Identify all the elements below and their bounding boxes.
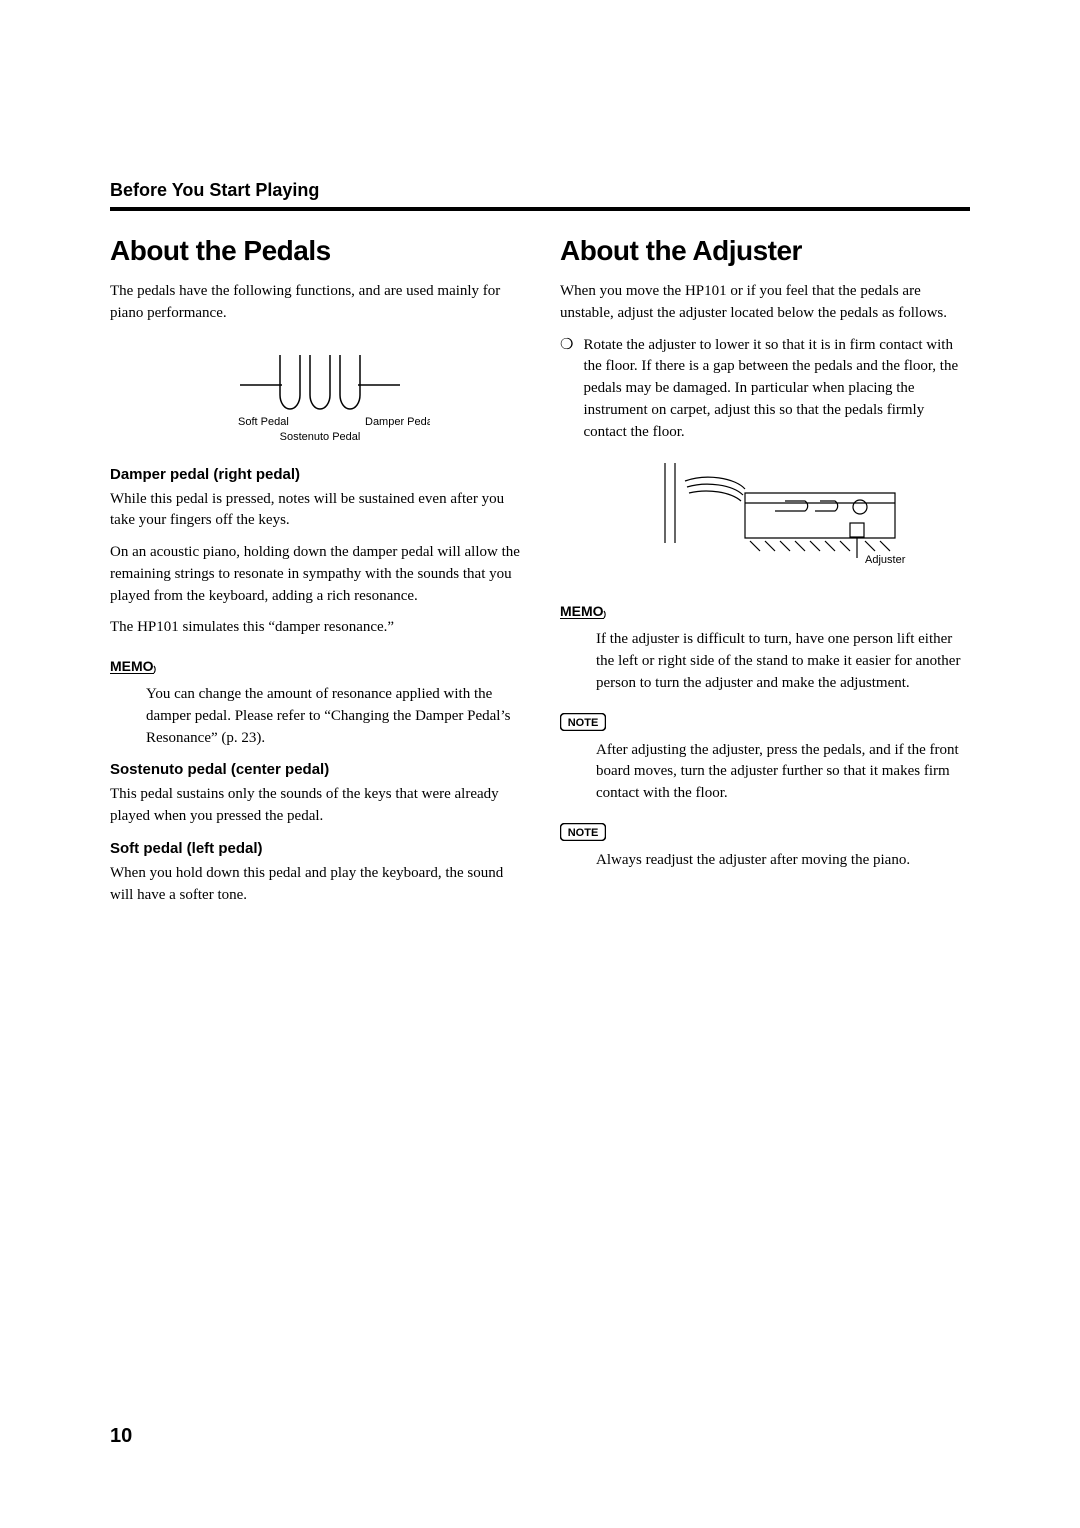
svg-text:MEMO: MEMO <box>560 603 604 619</box>
divider-thick <box>110 207 970 211</box>
sostenuto-p1: This pedal sustains only the sounds of t… <box>110 784 520 828</box>
page-number: 10 <box>110 1425 132 1448</box>
damper-pedal-label: Damper Pedal <box>365 416 430 428</box>
sostenuto-heading: Sostenuto pedal (center pedal) <box>110 761 520 778</box>
heading-pedals: About the Pedals <box>110 235 520 267</box>
svg-text:NOTE: NOTE <box>568 717 599 729</box>
note-icon: NOTE <box>560 713 606 731</box>
soft-heading: Soft pedal (left pedal) <box>110 840 520 857</box>
sostenuto-pedal-label: Sostenuto Pedal <box>280 431 361 443</box>
adjuster-memo: If the adjuster is difficult to turn, ha… <box>596 629 970 694</box>
left-column: About the Pedals The pedals have the fol… <box>110 235 520 916</box>
two-column-layout: About the Pedals The pedals have the fol… <box>110 235 970 916</box>
adjuster-intro: When you move the HP101 or if you feel t… <box>560 281 970 325</box>
adjuster-note2: Always readjust the adjuster after movin… <box>596 850 970 872</box>
svg-text:NOTE: NOTE <box>568 827 599 839</box>
bullet-circle-icon: ❍ <box>560 335 573 444</box>
soft-pedal-label: Soft Pedal <box>238 416 289 428</box>
adjuster-bullet-text: Rotate the adjuster to lower it so that … <box>583 335 970 444</box>
note-icon: NOTE <box>560 823 606 841</box>
pedals-intro: The pedals have the following functions,… <box>110 281 520 325</box>
damper-memo: You can change the amount of resonance a… <box>146 684 520 749</box>
adjuster-label: Adjuster <box>865 554 906 566</box>
soft-p1: When you hold down this pedal and play t… <box>110 863 520 907</box>
pedals-figure: Soft Pedal Damper Pedal Sostenuto Pedal <box>110 345 520 450</box>
damper-p3: The HP101 simulates this “damper resonan… <box>110 617 520 639</box>
adjuster-note1: After adjusting the adjuster, press the … <box>596 740 970 805</box>
adjuster-figure: Adjuster <box>560 463 970 578</box>
memo-icon: MEMO <box>110 657 160 675</box>
damper-heading: Damper pedal (right pedal) <box>110 466 520 483</box>
damper-p1: While this pedal is pressed, notes will … <box>110 489 520 533</box>
chapter-title: Before You Start Playing <box>110 180 970 201</box>
right-column: About the Adjuster When you move the HP1… <box>560 235 970 916</box>
heading-adjuster: About the Adjuster <box>560 235 970 267</box>
svg-text:MEMO: MEMO <box>110 658 154 674</box>
damper-p2: On an acoustic piano, holding down the d… <box>110 542 520 607</box>
adjuster-bullet: ❍ Rotate the adjuster to lower it so tha… <box>560 335 970 444</box>
memo-icon: MEMO <box>560 602 610 620</box>
